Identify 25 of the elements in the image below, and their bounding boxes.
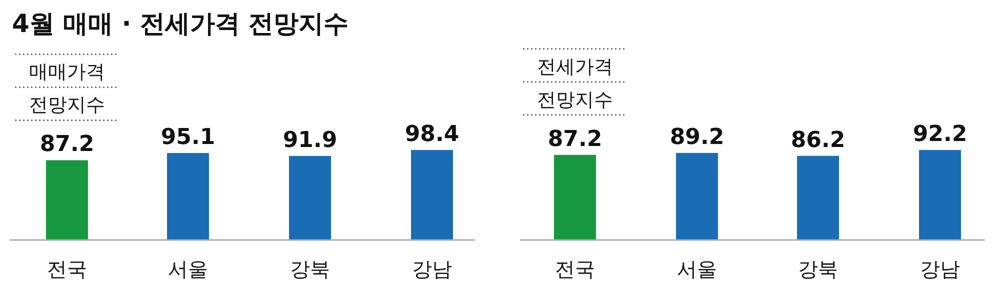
annotation: 전세가격 전망지수 bbox=[537, 56, 613, 111]
data-label: 87.2 bbox=[40, 132, 94, 158]
data-label: 92.2 bbox=[912, 122, 968, 147]
bar bbox=[46, 160, 88, 240]
x-tick-label: 강북 bbox=[290, 257, 330, 281]
data-label: 98.4 bbox=[404, 122, 460, 147]
bar bbox=[411, 150, 453, 240]
data-label: 89.2 bbox=[670, 124, 724, 150]
x-tick-label: 서울 bbox=[677, 257, 717, 281]
data-label: 86.2 bbox=[790, 128, 846, 153]
x-tick-label: 전국 bbox=[47, 257, 87, 281]
annotation: 매매가격 전망지수 bbox=[15, 54, 119, 121]
annotation: 전세가격 전망지수 bbox=[523, 48, 627, 116]
x-tick-label: 강북 bbox=[798, 257, 838, 281]
bar bbox=[167, 153, 209, 240]
x-tick-label: 강남 bbox=[920, 257, 960, 281]
bar bbox=[289, 156, 331, 240]
chart-title: 4월 매매 · 전세가격 전망지수 bbox=[12, 9, 349, 38]
x-tick-label: 서울 bbox=[168, 257, 208, 281]
annotation: 매매가격 전망지수 bbox=[29, 61, 105, 116]
x-tick-label: 전국 bbox=[555, 257, 595, 281]
data-label: 91.9 bbox=[282, 128, 338, 153]
data-label: 95.1 bbox=[160, 125, 216, 150]
data-label: 87.2 bbox=[548, 126, 602, 152]
x-tick-label: 강남 bbox=[412, 257, 452, 281]
